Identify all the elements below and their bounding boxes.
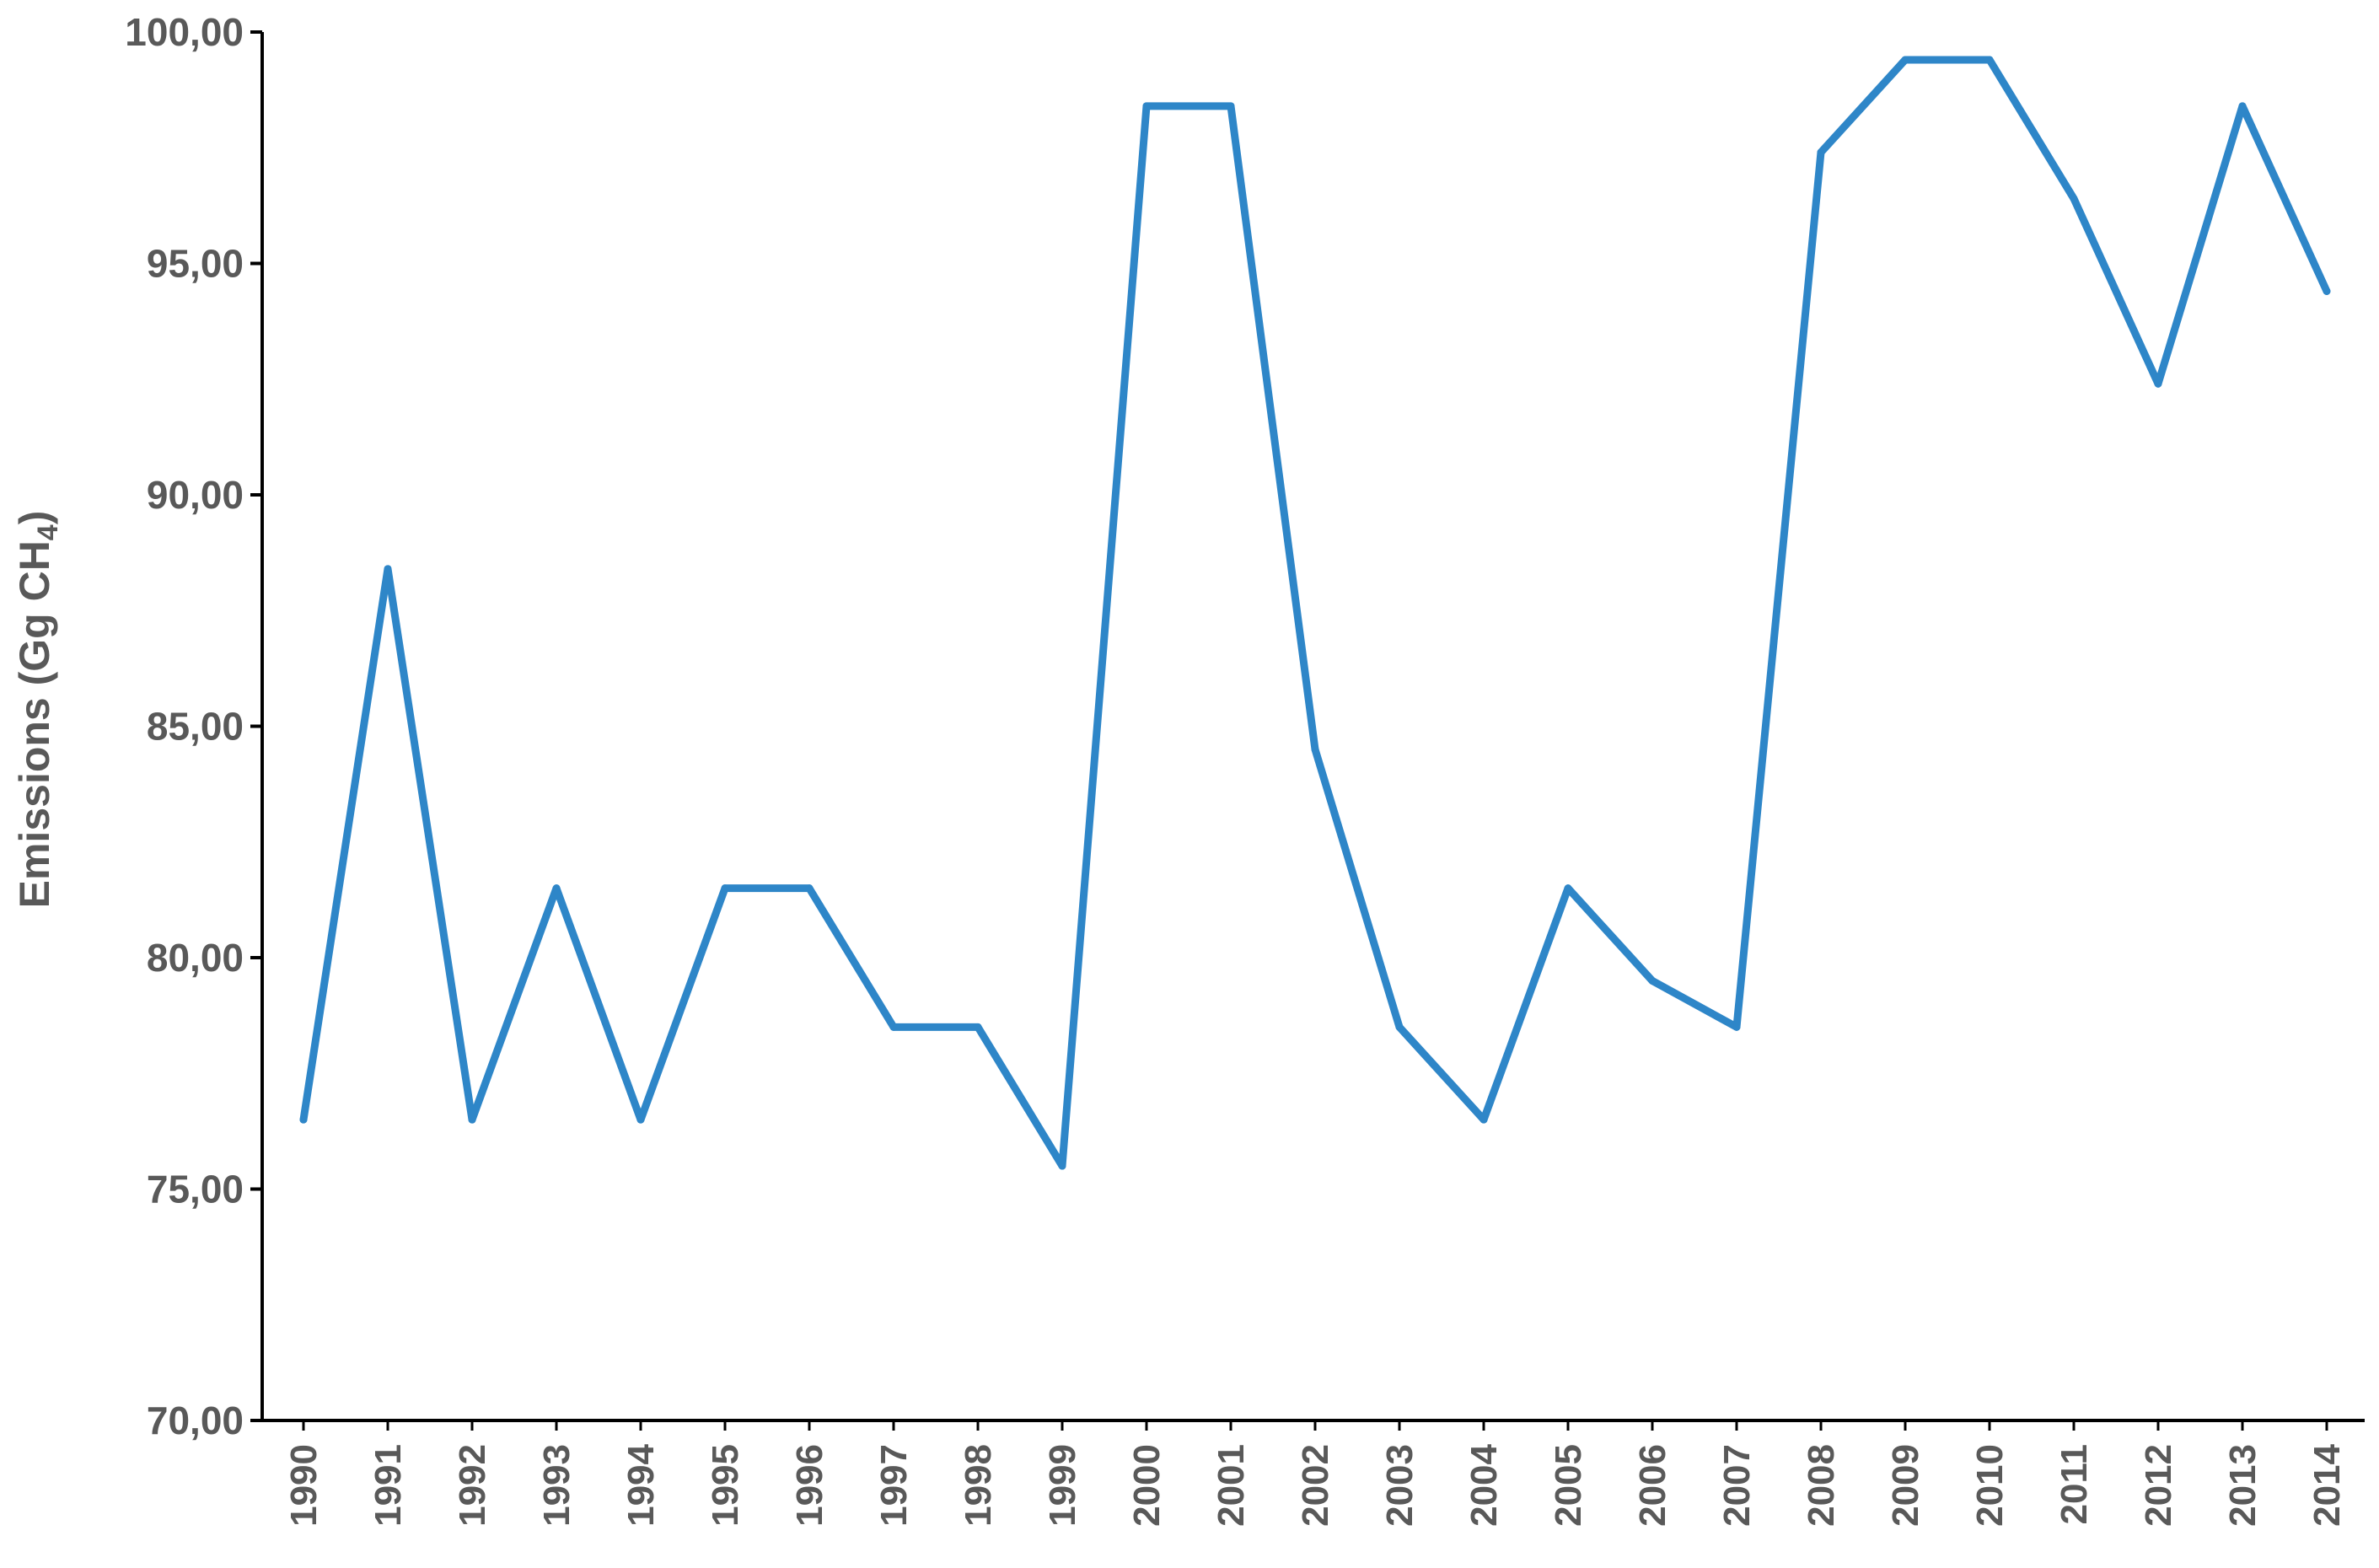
data-point <box>1058 1162 1066 1170</box>
y-tick-label: 80,00 <box>147 936 244 980</box>
data-point <box>1395 1023 1404 1031</box>
x-tick-label: 1997 <box>873 1444 915 1527</box>
x-tick-label: 2008 <box>1801 1444 1842 1527</box>
data-point <box>2154 379 2162 388</box>
x-tick-label: 1998 <box>958 1444 999 1527</box>
y-tick-label: 100,00 <box>125 10 244 54</box>
data-point <box>1142 102 1151 110</box>
x-tick-label: 1996 <box>789 1444 830 1527</box>
x-tick-label: 2003 <box>1379 1444 1420 1527</box>
x-tick-label: 1991 <box>368 1444 409 1527</box>
data-point <box>805 884 814 893</box>
x-tick-label: 1999 <box>1042 1444 1083 1527</box>
x-tick-label: 2005 <box>1548 1444 1589 1527</box>
y-tick-label: 90,00 <box>147 473 244 517</box>
data-point <box>299 1115 308 1124</box>
x-tick-label: 1990 <box>283 1444 325 1527</box>
data-point <box>1479 1115 1488 1124</box>
y-axis-ticks: 70,00 75,00 80,00 85,00 90,00 95,00 100,00 <box>125 10 262 1442</box>
x-tick-label: 2014 <box>2307 1443 2348 1526</box>
data-point <box>1564 884 1572 893</box>
data-point <box>721 884 729 893</box>
x-tick-label: 2001 <box>1211 1444 1252 1527</box>
y-tick-label: 95,00 <box>147 242 244 286</box>
series-layer <box>299 56 2331 1170</box>
y-axis-title-main: Emissions (Gg CH <box>11 540 58 908</box>
x-tick-label: 2009 <box>1885 1444 1926 1527</box>
data-point <box>1817 148 1825 157</box>
x-tick-label: 2000 <box>1126 1444 1168 1527</box>
x-tick-label: 1992 <box>452 1444 493 1527</box>
data-point <box>1311 745 1319 754</box>
data-point <box>1901 56 1909 64</box>
x-tick-label: 2011 <box>2054 1444 2095 1524</box>
x-tick-label: 2012 <box>2138 1444 2179 1527</box>
y-tick-label: 70,00 <box>147 1399 244 1442</box>
data-point <box>1985 56 1994 64</box>
x-tick-label: 1994 <box>620 1443 662 1526</box>
data-point <box>889 1023 898 1031</box>
data-point <box>1648 976 1657 985</box>
data-point <box>384 565 392 573</box>
data-point <box>2070 195 2078 203</box>
data-point <box>1227 102 1235 110</box>
x-axis-ticks: 1990 1991 1992 1993 1994 1995 1996 1997 1998 1999… <box>283 1420 2348 1527</box>
x-tick-label: 2004 <box>1463 1443 1505 1526</box>
y-axis-title-close: ) <box>11 511 58 525</box>
y-axis-title-subscript: 4 <box>32 524 64 540</box>
x-tick-label: 2013 <box>2222 1444 2264 1527</box>
y-tick-label: 75,00 <box>147 1168 244 1211</box>
x-tick-label: 1995 <box>705 1444 746 1527</box>
data-point <box>468 1115 476 1124</box>
y-tick-label: 85,00 <box>147 705 244 749</box>
x-tick-label: 2007 <box>1716 1444 1758 1527</box>
x-tick-label: 1993 <box>536 1444 577 1527</box>
data-point <box>2238 102 2247 110</box>
data-point <box>2323 287 2331 295</box>
series-line <box>299 56 2331 1170</box>
data-point <box>636 1115 645 1124</box>
data-point <box>1732 1023 1741 1031</box>
y-axis-title: Emissions (Gg CH4) <box>11 511 64 909</box>
data-point <box>552 884 561 893</box>
x-tick-label: 2002 <box>1295 1444 1336 1527</box>
x-tick-label: 2010 <box>1969 1444 2011 1527</box>
data-point <box>974 1023 982 1031</box>
x-tick-label: 2006 <box>1632 1444 1673 1527</box>
